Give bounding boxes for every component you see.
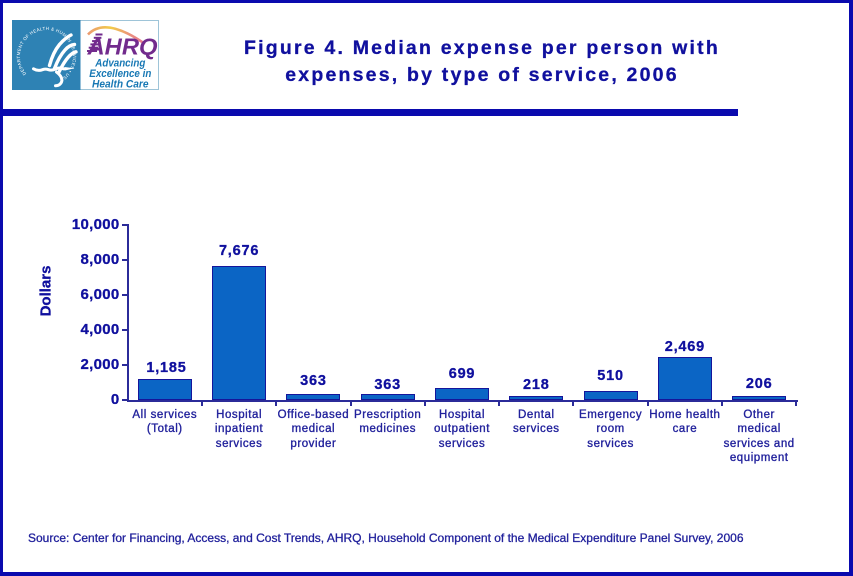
svg-text:Health Care: Health Care [92, 78, 149, 90]
svg-text:Advancing: Advancing [94, 58, 145, 70]
svg-text:AHRQ: AHRQ [86, 34, 157, 60]
svg-text:Excellence in: Excellence in [89, 68, 151, 80]
